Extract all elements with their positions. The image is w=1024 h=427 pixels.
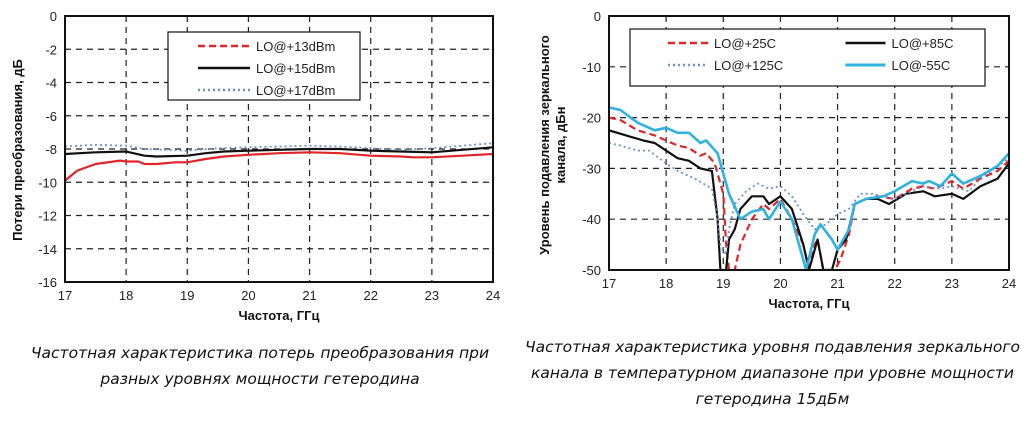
y-tick-label: -8 <box>45 142 57 157</box>
y-tick-label: -12 <box>38 209 57 224</box>
y-tick-label: -6 <box>45 109 57 124</box>
legend-label: LO@+17dBm <box>256 83 335 98</box>
x-tick-label: 19 <box>716 276 730 291</box>
series-line-LO@+25C <box>609 116 1009 270</box>
x-tick-label: 18 <box>659 276 673 291</box>
x-axis-label: Частота, ГГц <box>239 308 320 323</box>
caption-right: Частотная характеристика уровня подавлен… <box>525 338 1020 408</box>
legend-label: LO@+125C <box>714 58 783 73</box>
x-tick-label: 24 <box>486 288 500 303</box>
legend-label: LO@+13dBm <box>256 39 335 54</box>
y-tick-label: 0 <box>50 9 57 24</box>
y-tick-label: -10 <box>582 60 601 75</box>
chart-0: 17 18 19 20 21 22 23 24 0 -2 -4 -6 -8 -10 -12 -14 -16 Час… <box>10 9 500 323</box>
series-line-LO@-55C <box>609 106 1009 270</box>
legend: LO@+25C LO@+85C LO@+125C LO@-55C <box>629 28 986 87</box>
y-tick-label: -30 <box>582 161 601 176</box>
plot-frame <box>64 15 494 283</box>
y-tick-label: -16 <box>38 275 57 290</box>
y-tick-label: -4 <box>45 76 57 91</box>
series-line-LO@+125C <box>609 142 1009 256</box>
y-axis-label: Потери преобразования, дБ <box>10 59 25 241</box>
legend-box <box>629 28 986 87</box>
legend-label: LO@+85C <box>892 36 954 51</box>
legend-label: LO@+15dBm <box>256 61 335 76</box>
series-line-LO@+85C <box>609 129 1009 270</box>
x-tick-label: 22 <box>887 276 901 291</box>
y-tick-label: -10 <box>38 175 57 190</box>
x-axis-label: Частота, ГГц <box>769 296 850 311</box>
y-tick-label: -50 <box>582 263 601 278</box>
legend-label: LO@-55C <box>892 58 951 73</box>
y-tick-label: -2 <box>45 42 57 57</box>
x-tick-label: 23 <box>425 288 439 303</box>
y-tick-label: 0 <box>594 9 601 24</box>
plot-frame <box>608 15 1010 271</box>
series-line-LO@+13dBm <box>65 151 493 182</box>
series-line-LO@+15dBm <box>65 146 493 158</box>
x-tick-label: 19 <box>180 288 194 303</box>
x-tick-label: 20 <box>773 276 787 291</box>
legend: LO@+13dBm LO@+15dBm LO@+17dBm <box>167 31 361 101</box>
x-tick-label: 21 <box>302 288 316 303</box>
y-axis-label-line1: Уровень подавления зеркального <box>537 35 552 255</box>
y-tick-label: -20 <box>582 111 601 126</box>
legend-label: LO@+25C <box>714 36 776 51</box>
x-tick-label: 23 <box>945 276 959 291</box>
legend-box <box>167 31 361 101</box>
caption-left: Частотная характеристика потерь преобраз… <box>30 344 490 388</box>
y-tick-label: -40 <box>582 212 601 227</box>
y-axis-label-line2: канала, дБн <box>553 107 568 184</box>
x-tick-label: 24 <box>1002 276 1016 291</box>
x-tick-label: 18 <box>119 288 133 303</box>
x-tick-label: 20 <box>241 288 255 303</box>
x-tick-label: 17 <box>58 288 72 303</box>
y-tick-label: -14 <box>38 242 57 257</box>
x-tick-label: 17 <box>602 276 616 291</box>
x-tick-label: 21 <box>830 276 844 291</box>
chart-1: 17 18 19 20 21 22 23 24 0 -10 -20 -30 -40 -50 Частота,… <box>537 9 1016 311</box>
x-tick-label: 22 <box>363 288 377 303</box>
